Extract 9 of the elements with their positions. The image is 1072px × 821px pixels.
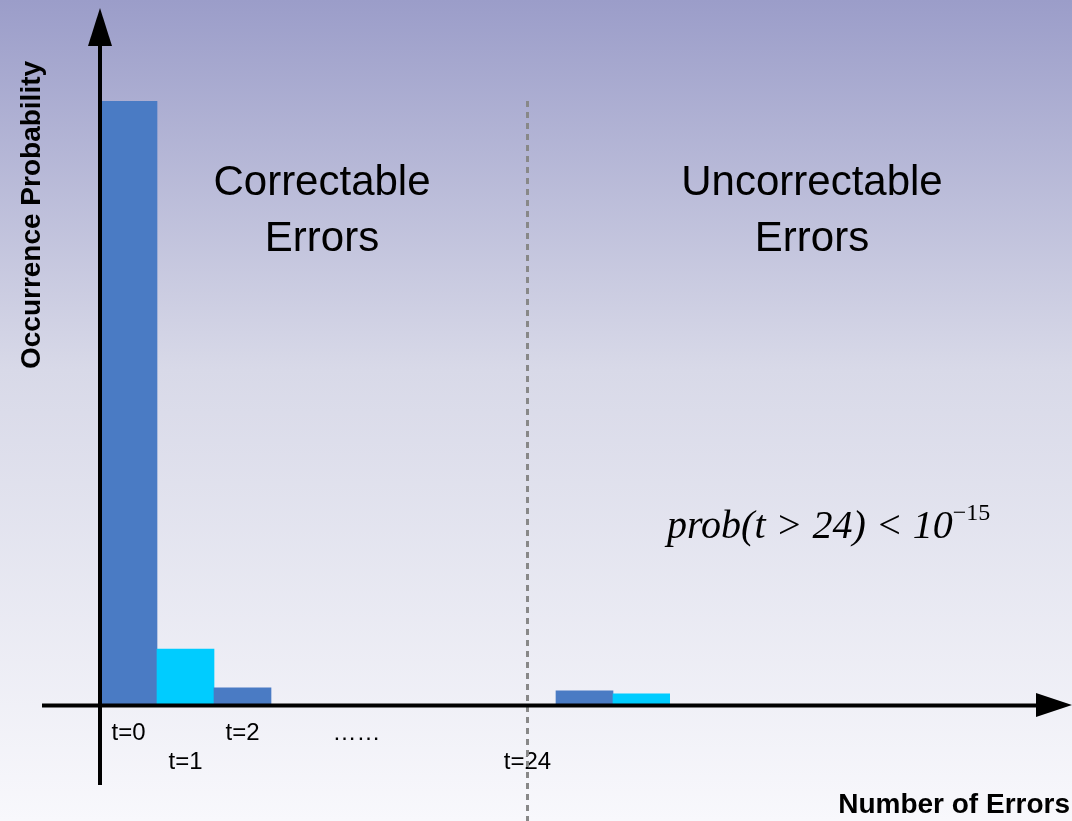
text: Uncorrectable Errors bbox=[681, 156, 943, 260]
x-tick-label: t=1 bbox=[168, 747, 203, 775]
x-tick-label: …… bbox=[332, 718, 381, 746]
text: Number of Errors bbox=[838, 788, 1070, 819]
x-tick-label: t=0 bbox=[111, 718, 146, 746]
y-axis-title: Occurrence Probability bbox=[15, 60, 46, 370]
annotation: Correctable Errors bbox=[213, 156, 431, 260]
x-tick-label: t=2 bbox=[225, 718, 260, 746]
x-tick-label: t=24 bbox=[503, 747, 552, 775]
